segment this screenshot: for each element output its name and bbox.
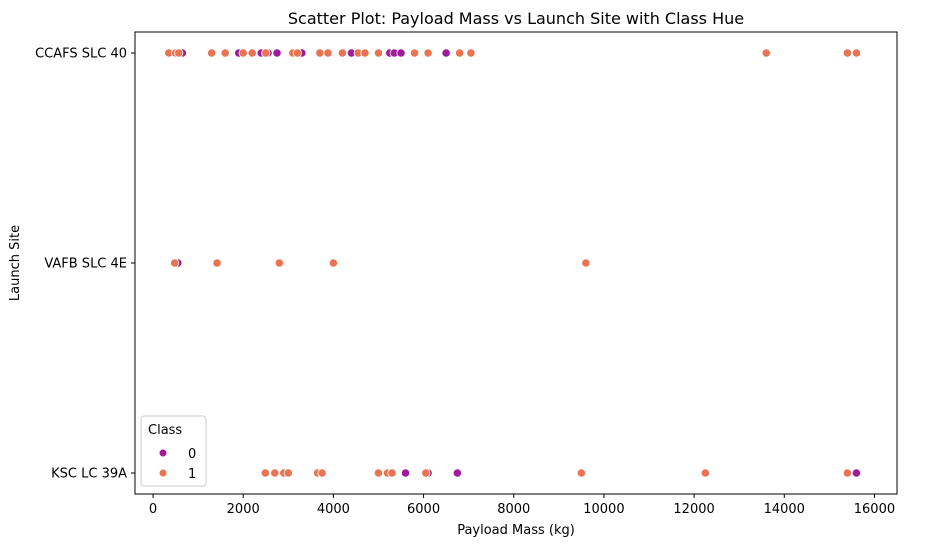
data-point-class-1: [274, 258, 284, 268]
legend-label-class-1: 1: [188, 467, 196, 482]
data-point-class-1: [455, 48, 465, 58]
axis-ticks: 0 2000 4000 6000 8000 10000 12000 14000 16000 CCA…: [35, 47, 895, 518]
chart-title: Scatter Plot: Payload Mass vs Launch Sit…: [288, 9, 744, 28]
data-point-class-1: [170, 258, 180, 268]
data-point-class-1: [851, 48, 862, 58]
data-point-class-1: [261, 48, 271, 58]
x-tick-label: 0: [149, 502, 157, 517]
data-point-class-1: [700, 468, 710, 478]
data-point-class-1: [292, 48, 302, 58]
x-axis-label: Payload Mass (kg): [457, 523, 575, 538]
data-point-class-0: [441, 48, 451, 58]
data-point-class-1: [761, 48, 771, 58]
data-point-class-1: [174, 48, 184, 58]
x-tick-label: 4000: [317, 502, 350, 517]
data-point-class-1: [220, 48, 230, 58]
data-point-class-0: [396, 48, 406, 58]
legend-marker-class-0: [159, 449, 167, 457]
data-point-class-1: [842, 468, 853, 478]
data-point-class-0: [851, 468, 862, 478]
x-tick-label: 12000: [673, 502, 714, 517]
data-point-class-1: [260, 468, 270, 478]
y-tick-label: VAFB SLC 4E: [44, 257, 127, 272]
data-point-class-0: [400, 468, 411, 478]
data-point-class-1: [423, 48, 433, 58]
data-point-class-1: [421, 468, 431, 478]
data-points: [164, 48, 862, 478]
data-point-class-1: [576, 468, 586, 478]
data-point-class-1: [842, 48, 853, 58]
data-point-class-1: [247, 48, 257, 58]
data-point-class-0: [272, 48, 282, 58]
data-point-class-1: [238, 48, 248, 58]
data-point-class-1: [373, 48, 384, 58]
data-point-class-1: [315, 48, 325, 58]
legend-title: Class: [148, 423, 182, 438]
legend-box: [140, 415, 207, 487]
x-tick-label: 10000: [583, 502, 624, 517]
data-point-class-1: [337, 48, 348, 58]
legend-label-class-0: 0: [188, 447, 196, 462]
x-tick-label: 2000: [227, 502, 260, 517]
y-axis-label: Launch Site: [8, 225, 23, 301]
plot-area: [134, 31, 898, 495]
y-tick-label: KSC LC 39A: [51, 467, 127, 482]
data-point-class-1: [328, 258, 338, 268]
data-point-class-1: [283, 468, 293, 478]
legend: Class 0 1: [140, 415, 207, 487]
data-point-class-1: [360, 48, 370, 58]
data-point-class-1: [212, 258, 222, 268]
x-tick-label: 8000: [497, 502, 530, 517]
data-point-class-1: [207, 48, 217, 58]
data-point-class-1: [270, 468, 280, 478]
data-point-class-1: [466, 48, 476, 58]
x-tick-label: 16000: [854, 502, 895, 517]
data-point-class-1: [409, 48, 420, 58]
legend-marker-class-1: [159, 469, 167, 477]
data-point-class-1: [581, 258, 591, 268]
data-point-class-0: [452, 468, 462, 478]
x-tick-label: 6000: [407, 502, 440, 517]
data-point-class-1: [373, 468, 384, 478]
x-tick-label: 14000: [764, 502, 805, 517]
data-point-class-1: [323, 48, 333, 58]
data-point-class-1: [317, 468, 327, 478]
data-point-class-1: [387, 468, 397, 478]
y-tick-label: CCAFS SLC 40: [35, 47, 127, 62]
